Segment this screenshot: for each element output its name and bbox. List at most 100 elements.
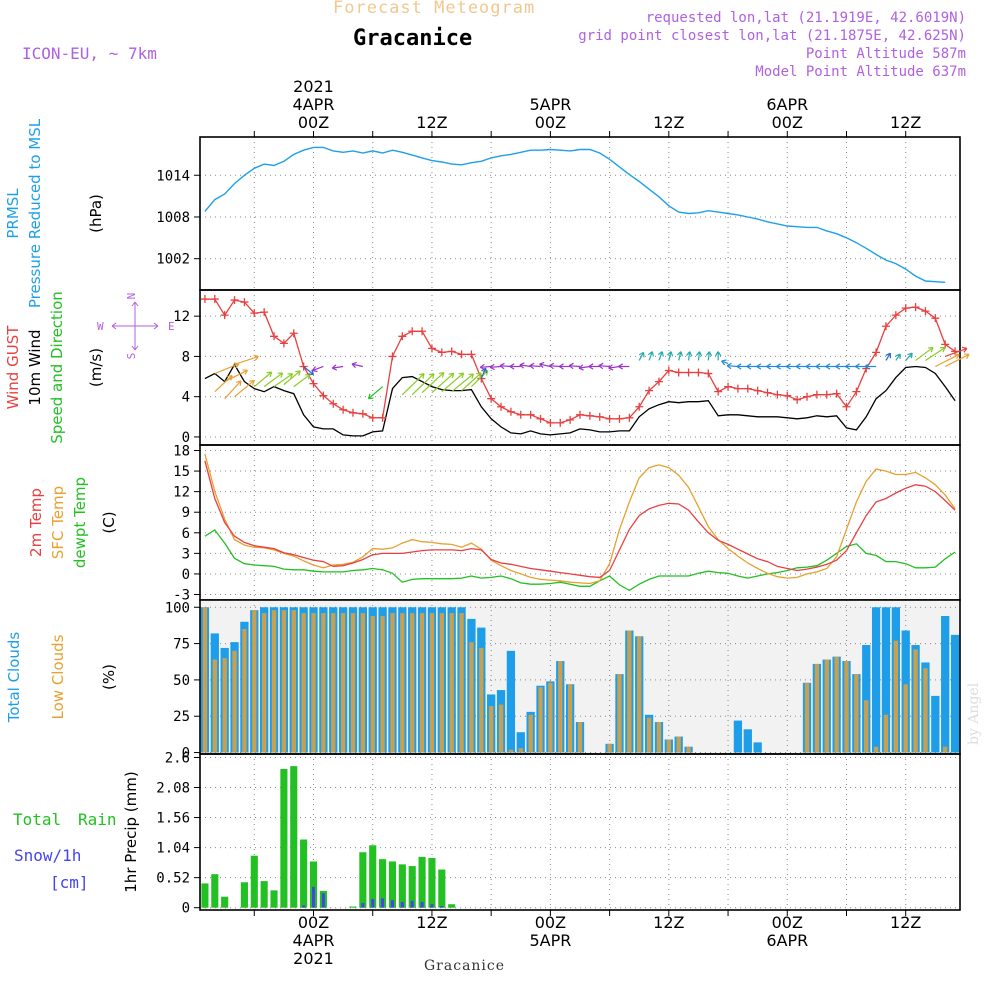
wind-vector-head	[253, 354, 259, 361]
low-cloud-bar	[242, 629, 247, 753]
gust-marker	[566, 415, 575, 424]
rain-bar	[408, 866, 416, 908]
wind-vector-head	[287, 373, 294, 379]
wind-vector-head	[351, 361, 357, 369]
low-cloud-bar	[873, 746, 879, 753]
low-cloud-bar	[202, 607, 208, 753]
low-cloud-bar	[360, 613, 366, 753]
wind-vector-head	[479, 363, 486, 371]
y-tick-label: 2.08	[156, 781, 190, 797]
wind-vector-head	[618, 363, 624, 370]
total-cloud-bar	[733, 720, 743, 753]
y-tick-label: 9	[182, 505, 190, 521]
rain-bar	[309, 861, 318, 908]
wind-vector-head	[578, 364, 584, 371]
gust-marker	[348, 408, 357, 417]
low-cloud-bar	[913, 649, 918, 753]
y-tick-label: 0.52	[156, 871, 190, 887]
wind-vector	[519, 364, 531, 368]
low-cloud-bar	[222, 658, 227, 753]
low-cloud-bar	[676, 736, 681, 753]
gust-marker	[921, 307, 930, 316]
gust-marker	[724, 382, 733, 391]
unit-ms: (m/s)	[87, 348, 105, 387]
rain-bar	[428, 858, 436, 908]
gust-marker	[704, 369, 713, 378]
low-cloud-bar	[528, 714, 533, 753]
wind-vector-head	[686, 351, 693, 357]
wind-vector	[411, 373, 435, 396]
wind-vector-head	[776, 363, 781, 370]
rain-bar	[359, 852, 367, 908]
label-total: Total	[13, 810, 61, 829]
gust-marker	[546, 418, 555, 427]
low-cloud-bar	[459, 613, 464, 753]
y-tick-label: 12	[173, 309, 190, 325]
gust-marker	[615, 414, 624, 423]
wind-vector	[293, 374, 311, 388]
gust-marker	[654, 377, 663, 386]
wind-vector-head	[549, 362, 555, 370]
gust-marker	[832, 389, 841, 398]
snow-bar	[371, 899, 375, 908]
wind-vector-head	[766, 363, 772, 370]
watermark: by Angel	[966, 682, 982, 745]
gust-marker	[309, 379, 318, 388]
wind-vector	[895, 353, 901, 361]
low-cloud-bar	[291, 610, 296, 753]
bottom-time-label: 00Z	[772, 913, 803, 932]
wind-vector	[569, 365, 581, 368]
total-cloud-bar	[516, 732, 525, 753]
low-cloud-bar	[281, 610, 287, 753]
unit-c: (C)	[100, 511, 118, 533]
total-cloud-bar	[931, 695, 940, 753]
label-rain: Rain	[78, 810, 117, 829]
low-cloud-bar	[548, 682, 553, 753]
wind-vector	[303, 366, 314, 376]
low-cloud-bar	[637, 636, 642, 753]
wind-vector	[263, 372, 283, 388]
wind-vector-head	[499, 362, 505, 370]
gust-marker	[931, 314, 940, 323]
wind-vector-head	[419, 373, 425, 379]
rain-bar	[280, 769, 288, 908]
y-tick-label: 100	[165, 600, 190, 616]
low-cloud-bar	[844, 661, 849, 753]
wind-vector	[529, 365, 541, 368]
bottom-time-label: 00Z	[535, 913, 566, 932]
wind-vector	[441, 372, 464, 393]
low-cloud-bar	[439, 613, 444, 753]
bottom-time-label: 4APR	[293, 931, 335, 950]
product-title: Forecast Meteogram	[333, 0, 536, 18]
wind-vector-head	[835, 363, 841, 370]
gust-marker	[891, 311, 900, 320]
wind-vector-head	[266, 371, 273, 378]
wind-vector-head	[242, 369, 248, 375]
total-cloud-bar	[881, 607, 891, 753]
wind-vector-head	[961, 346, 968, 353]
wind-vector-head	[367, 393, 374, 400]
low-cloud-bar	[656, 722, 662, 753]
pressure-line	[204, 146, 946, 283]
wind-vector-head	[825, 363, 831, 370]
wind-vector	[461, 372, 482, 392]
wind-vector	[234, 355, 259, 366]
y-tick-label: 18	[173, 443, 190, 459]
wind-vector-head	[509, 363, 515, 370]
gust-marker	[230, 296, 239, 305]
snow-bar	[440, 905, 444, 908]
top-time-label: 12Z	[890, 113, 921, 132]
gust-marker	[694, 368, 703, 377]
gust-marker	[576, 410, 584, 419]
rain-bar	[388, 861, 397, 908]
gust-marker	[753, 386, 762, 395]
y-tick-label: 6	[182, 526, 190, 542]
wind-vector	[687, 351, 691, 361]
y-tick-label: -3	[173, 588, 190, 604]
wind-vector	[539, 363, 551, 368]
low-cloud-bar	[666, 739, 672, 753]
low-cloud-bar	[854, 674, 859, 753]
gust-marker	[812, 390, 821, 399]
wind-vector	[351, 363, 363, 368]
